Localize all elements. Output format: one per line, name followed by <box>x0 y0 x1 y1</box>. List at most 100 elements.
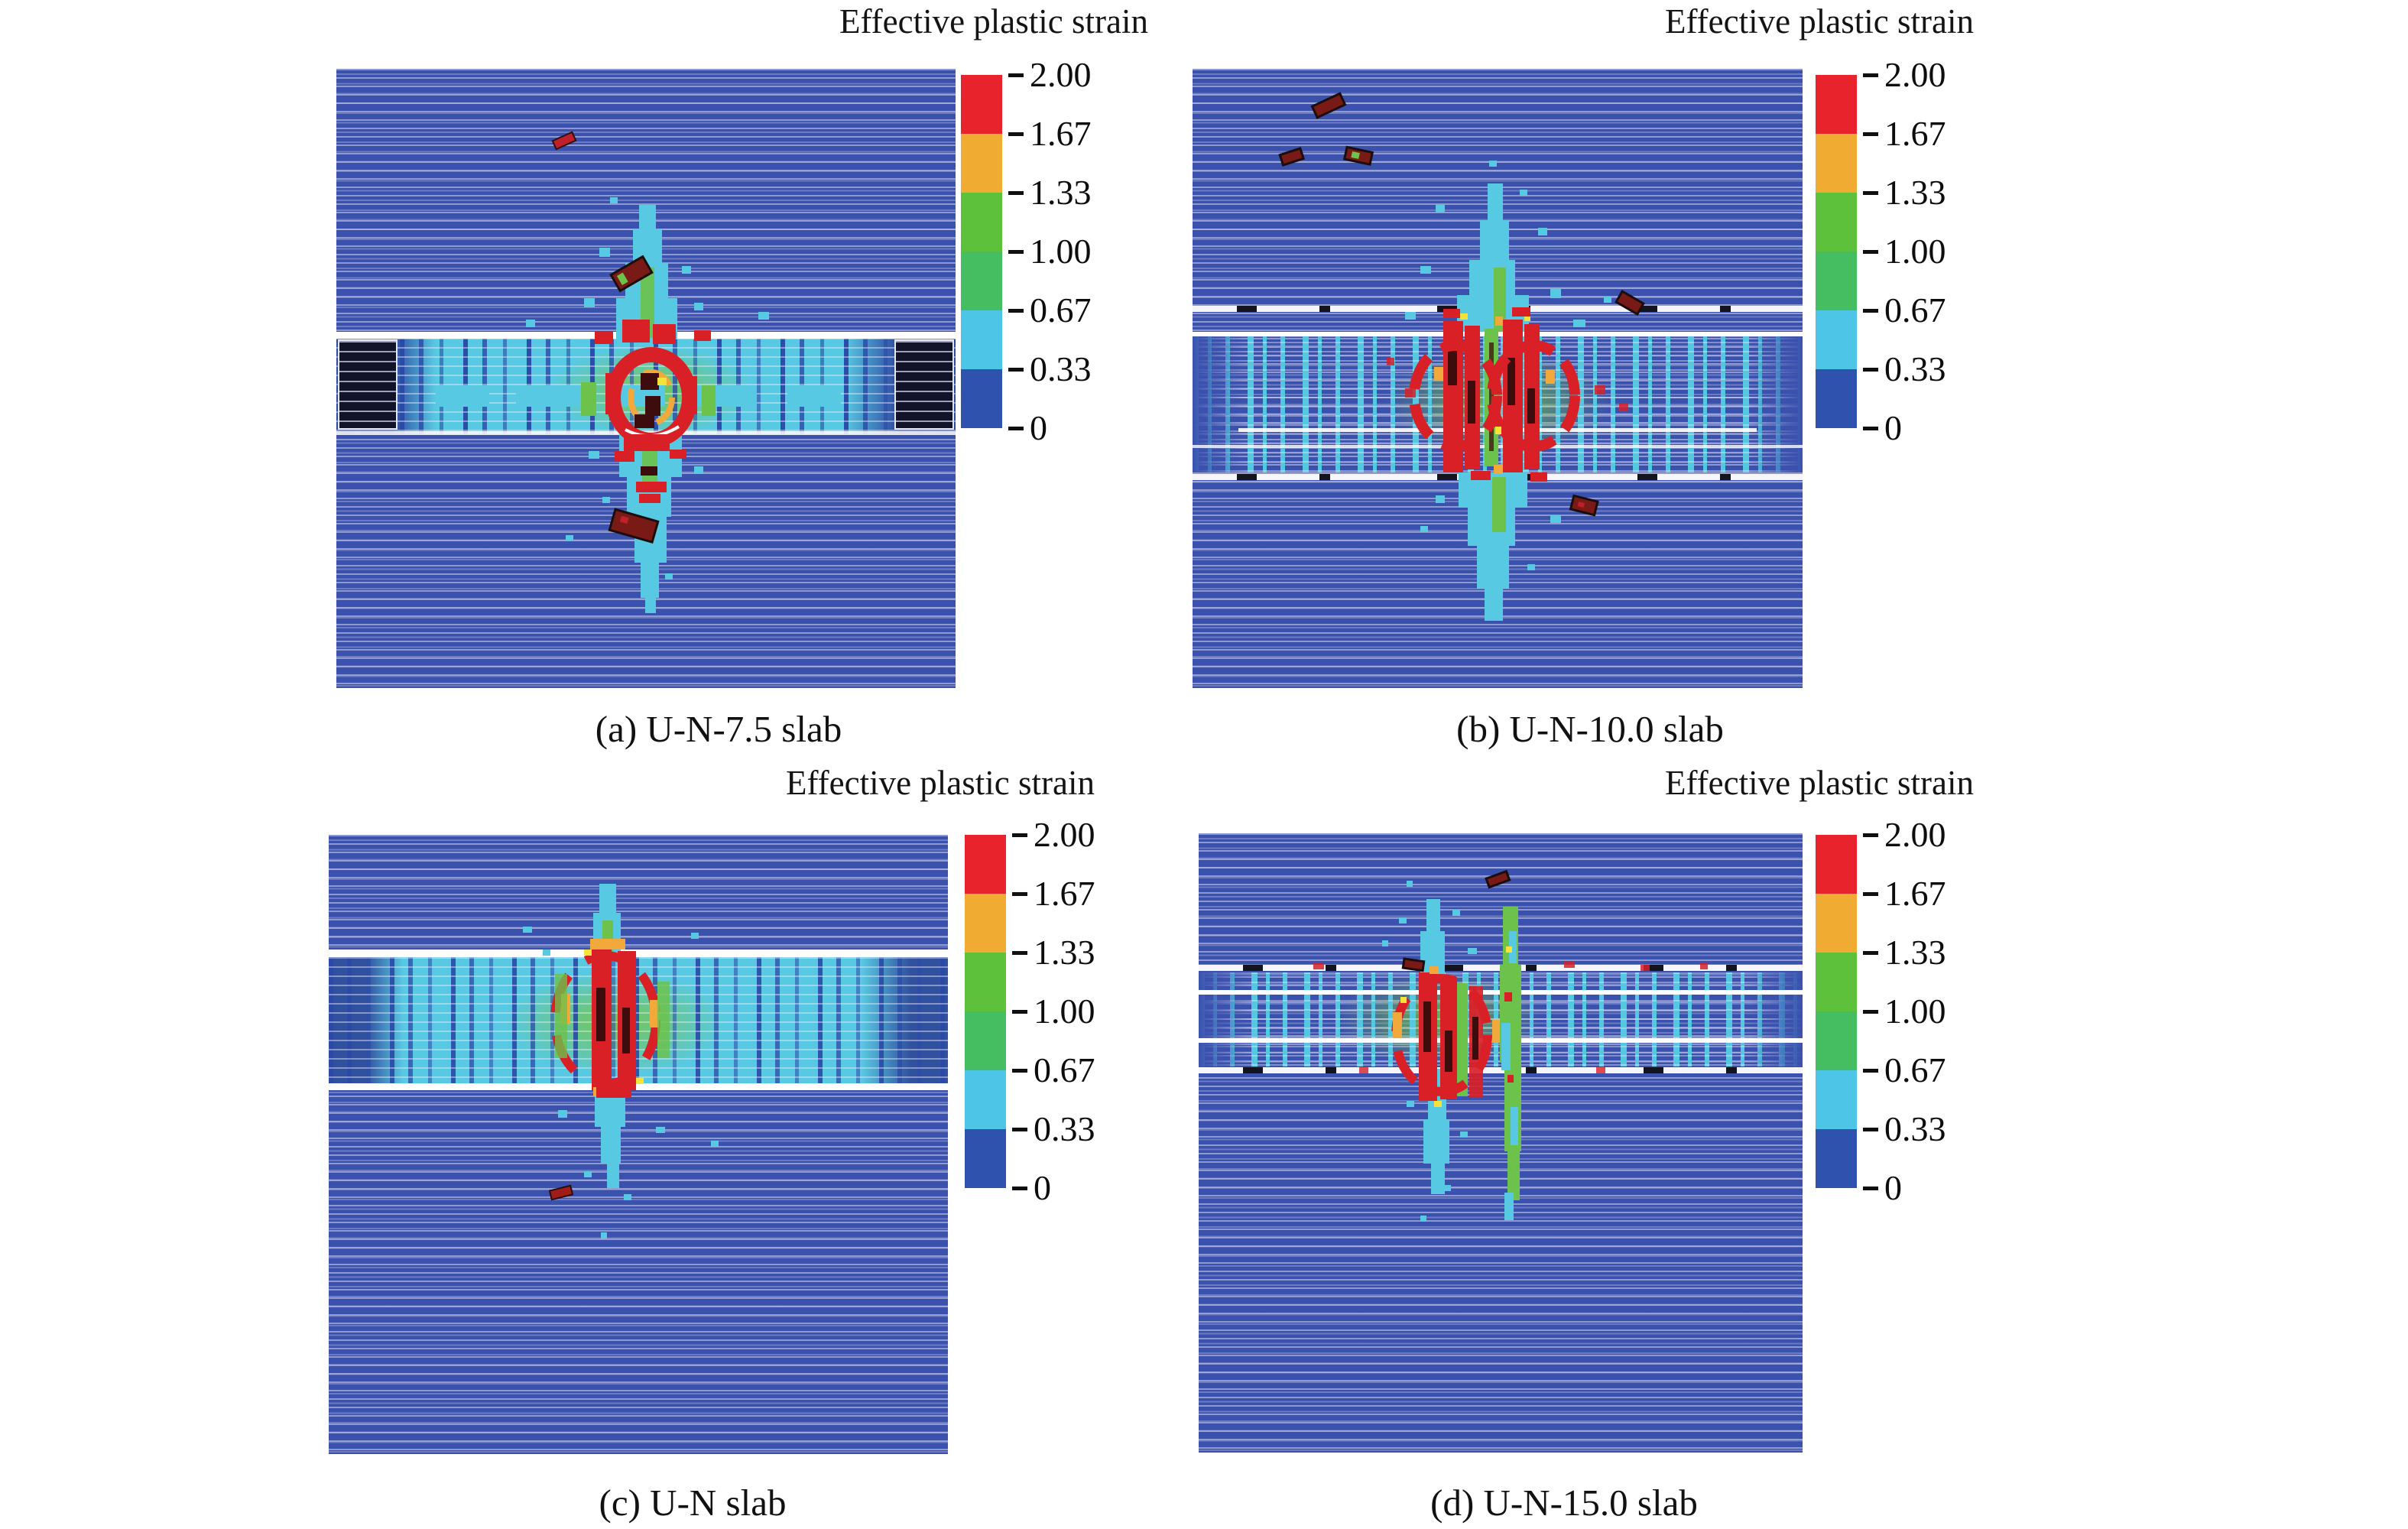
tick-label: 0.33 <box>1884 349 1946 388</box>
tick-label: 0.33 <box>1034 1109 1095 1148</box>
tick-mark <box>1863 249 1878 254</box>
colorbar-title-b: Effective plastic strain <box>1664 2 1974 41</box>
colorbar-band-yellowgreen <box>1816 953 1857 1011</box>
colorbar-band-green <box>961 252 1002 310</box>
impact-core <box>1387 307 1628 482</box>
colorbar-a: 2.00 1.67 1.33 1.00 0.67 0.33 0 <box>961 55 1160 447</box>
colorbar-band-cyan <box>961 310 1002 369</box>
impact-core <box>550 939 670 1098</box>
tick-label: 0.67 <box>1884 1050 1946 1089</box>
contour-plot-b <box>1193 69 1803 688</box>
colorbar-band-blue <box>965 1129 1006 1188</box>
support-block-left <box>338 339 398 430</box>
tick-mark <box>1863 1009 1878 1014</box>
colorbar-strip <box>1816 75 1857 428</box>
tick-mark <box>1863 308 1878 313</box>
tick-label: 1.67 <box>1884 114 1946 153</box>
colorbar-band-green <box>1816 252 1857 310</box>
tick-label: 1.67 <box>1884 874 1946 913</box>
tick-mark <box>1863 891 1878 896</box>
strain-art-b <box>1278 92 1645 621</box>
colorbar-band-red <box>965 835 1006 894</box>
mesh-lines <box>1199 833 1803 1453</box>
caption-d: (d) U-N-15.0 slab <box>1430 1482 1698 1524</box>
colorbar-band-orange <box>1816 894 1857 953</box>
tick-mark <box>1012 1186 1027 1190</box>
colorbar-band-orange <box>961 134 1002 193</box>
tick-mark <box>1863 367 1878 372</box>
tick-label: 1.33 <box>1030 173 1092 212</box>
mesh-lines <box>329 835 948 1454</box>
tick-mark <box>1863 190 1878 195</box>
tick-mark <box>1012 1009 1027 1014</box>
colorbar-band-yellowgreen <box>961 193 1002 252</box>
interface-line <box>329 1083 948 1090</box>
colorbar-strip <box>961 75 1002 428</box>
tick-mark <box>1863 131 1878 136</box>
contour-plot-a <box>336 69 956 688</box>
colorbar-band-blue <box>961 369 1002 428</box>
strain-art-a <box>526 131 769 613</box>
colorbar-band-red <box>1816 75 1857 134</box>
tick-label: 0.33 <box>1884 1109 1946 1148</box>
impact-core <box>581 320 716 503</box>
tick-mark <box>1012 1068 1027 1073</box>
tick-label: 1.00 <box>1034 992 1095 1031</box>
colorbar-band-blue <box>1816 369 1857 428</box>
tick-mark <box>1008 131 1024 136</box>
tick-mark <box>1008 73 1024 77</box>
debris-fragments <box>551 131 660 544</box>
strain-art-d <box>1313 869 1708 1222</box>
impact-core <box>1391 966 1501 1107</box>
strain-art-c <box>523 884 719 1238</box>
colorbar-b: 2.00 1.67 1.33 1.00 0.67 0.33 0 <box>1816 55 2014 447</box>
tick-mark <box>1008 367 1024 372</box>
tick-label: 1.33 <box>1884 173 1946 212</box>
tick-label: 0.67 <box>1030 291 1092 329</box>
colorbar-band-cyan <box>965 1070 1006 1129</box>
contour-plot-d <box>1199 833 1803 1453</box>
secondary-strain-streak <box>1500 907 1521 1220</box>
colorbar-band-cyan <box>1816 310 1857 369</box>
tick-mark <box>1863 426 1878 430</box>
caption-c: (c) U-N slab <box>599 1482 787 1524</box>
colorbar-title-d: Effective plastic strain <box>1664 764 1974 802</box>
tick-label: 0 <box>1884 408 1902 447</box>
tick-mark <box>1863 950 1878 955</box>
colorbar-d: 2.00 1.67 1.33 1.00 0.67 0.33 0 <box>1816 815 2014 1207</box>
tick-label: 0 <box>1034 1168 1051 1207</box>
tick-mark <box>1008 426 1024 430</box>
interface-flecks <box>1313 962 1708 1073</box>
tick-mark <box>1012 1127 1027 1131</box>
colorbar-strip <box>1816 835 1857 1188</box>
tick-mark <box>1012 950 1027 955</box>
support-block-right <box>894 339 954 430</box>
interface-dashed-line <box>1199 1067 1803 1073</box>
tick-label: 0 <box>1030 408 1047 447</box>
tick-mark <box>1012 891 1027 896</box>
contour-plot-c <box>329 835 948 1454</box>
tick-mark <box>1863 833 1878 837</box>
tick-label: 1.00 <box>1884 992 1946 1031</box>
colorbar-band-orange <box>1816 134 1857 193</box>
debris-fragments <box>548 1184 574 1201</box>
colorbar-title-c: Effective plastic strain <box>785 764 1095 802</box>
tick-label: 1.33 <box>1034 933 1095 972</box>
colorbar-band-cyan <box>1816 1070 1857 1129</box>
colorbar-band-blue <box>1816 1129 1857 1188</box>
tick-label: 2.00 <box>1034 815 1095 854</box>
tick-label: 2.00 <box>1030 55 1092 94</box>
tick-label: 2.00 <box>1884 815 1946 854</box>
colorbar-strip <box>965 835 1006 1188</box>
colorbar-band-green <box>1816 1011 1857 1070</box>
tick-mark <box>1008 249 1024 254</box>
tick-mark <box>1012 833 1027 837</box>
tick-label: 0 <box>1884 1168 1902 1207</box>
tick-label: 1.33 <box>1884 933 1946 972</box>
tick-mark <box>1008 190 1024 195</box>
caption-a: (a) U-N-7.5 slab <box>595 708 842 750</box>
tick-label: 1.67 <box>1034 874 1095 913</box>
debris-fragments <box>1401 869 1511 972</box>
colorbar-band-red <box>961 75 1002 134</box>
